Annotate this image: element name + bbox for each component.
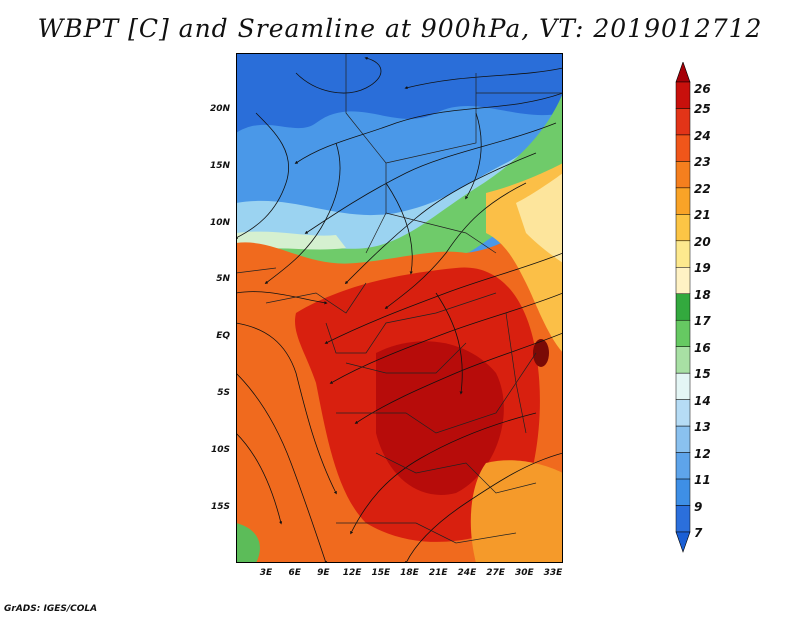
- colorbar-tick-label: 11: [694, 473, 711, 488]
- colorbar-tick-label: 21: [694, 208, 711, 223]
- lon-tick-label: 33E: [543, 568, 563, 578]
- lon-tick-label: 18E: [400, 568, 419, 578]
- field-orange-south: [470, 460, 563, 563]
- field-pale-yellow: [516, 173, 563, 263]
- colorbar-segment: [675, 346, 691, 374]
- colorbar-segment: [675, 214, 691, 242]
- chart-title: WBPT [C] and Sreamline at 900hPa, VT: 20…: [37, 14, 763, 43]
- colorbar-tick-label: 26: [694, 82, 711, 96]
- colorbar-segment: [675, 505, 691, 533]
- colorbar-tick-label: 16: [694, 340, 711, 355]
- lat-tick-label: 15N: [209, 160, 230, 171]
- colorbar-segment: [675, 478, 691, 506]
- colorbar-tick-label: 15: [694, 367, 711, 382]
- colorbar-segment: [675, 399, 691, 427]
- lon-tick-label: 24E: [457, 568, 477, 578]
- colorbar-tick-label: 7: [694, 526, 703, 540]
- lon-tick-label: 3E: [259, 568, 273, 578]
- colorbar-tick-label: 17: [694, 314, 711, 329]
- colorbar-tick-label: 24: [694, 128, 711, 143]
- colorbar-tick-label: 9: [694, 499, 703, 514]
- colorbar-tick-label: 14: [694, 393, 711, 408]
- map-panel[interactable]: [236, 53, 563, 563]
- field-lake-patch: [533, 339, 549, 367]
- colorbar-tick-label: 19: [694, 261, 711, 276]
- lat-tick-label: 10S: [210, 444, 230, 455]
- colorbar-tick-label: 25: [694, 102, 711, 117]
- colorbar-tick-label: 22: [694, 181, 711, 196]
- map-frame: [236, 53, 563, 563]
- colorbar-segment: [675, 267, 691, 295]
- colorbar: [675, 62, 691, 553]
- lon-tick-label: 12E: [342, 568, 362, 578]
- field-green-sw: [236, 523, 260, 563]
- lat-tick-label: 5S: [217, 388, 230, 398]
- colorbar-tick-label: 13: [694, 420, 711, 435]
- colorbar-segment: [675, 452, 691, 480]
- lat-tick-label: 10N: [209, 217, 230, 228]
- lat-tick-label: EQ: [216, 331, 230, 342]
- colorbar-segment: [675, 425, 691, 453]
- colorbar-segment: [675, 319, 691, 347]
- colorbar-segment: [675, 108, 691, 136]
- streamlines: [236, 56, 563, 563]
- lon-tick-label: 15E: [371, 568, 391, 578]
- wbpt-map: [236, 53, 563, 563]
- colorbar-segment: [675, 134, 691, 162]
- country-borders: [236, 53, 563, 544]
- colorbar-segment: [675, 161, 691, 189]
- field-deep-blue: [236, 53, 563, 133]
- lon-tick-label: 6E: [288, 568, 301, 578]
- grads-credit: GrADS: IGES/COLA: [4, 604, 98, 614]
- colorbar-segment: [675, 187, 691, 215]
- lon-tick-label: 30E: [514, 568, 534, 578]
- lat-tick-label: 15S: [210, 501, 230, 512]
- lon-tick-label: 9E: [317, 568, 330, 578]
- field-hottest: [376, 341, 504, 495]
- colorbar-segment: [675, 372, 691, 400]
- colorbar-max-triangle: [675, 62, 691, 83]
- colorbar-tick-label: 12: [694, 446, 711, 461]
- colorbar-tick-label: 18: [694, 287, 711, 302]
- lat-tick-label: 5N: [216, 274, 230, 285]
- colorbar-segment: [675, 293, 691, 321]
- colorbar-tick-label: 23: [694, 155, 711, 170]
- lon-tick-label: 27E: [486, 568, 505, 578]
- colorbar-segment: [675, 81, 691, 109]
- colorbar-tick-label: 20: [694, 234, 711, 249]
- lon-tick-label: 21E: [428, 568, 448, 578]
- colorbar-min-triangle: [675, 531, 691, 553]
- colorbar-segment: [675, 240, 691, 268]
- lat-tick-label: 20N: [209, 104, 230, 114]
- field-green-band: [236, 93, 563, 274]
